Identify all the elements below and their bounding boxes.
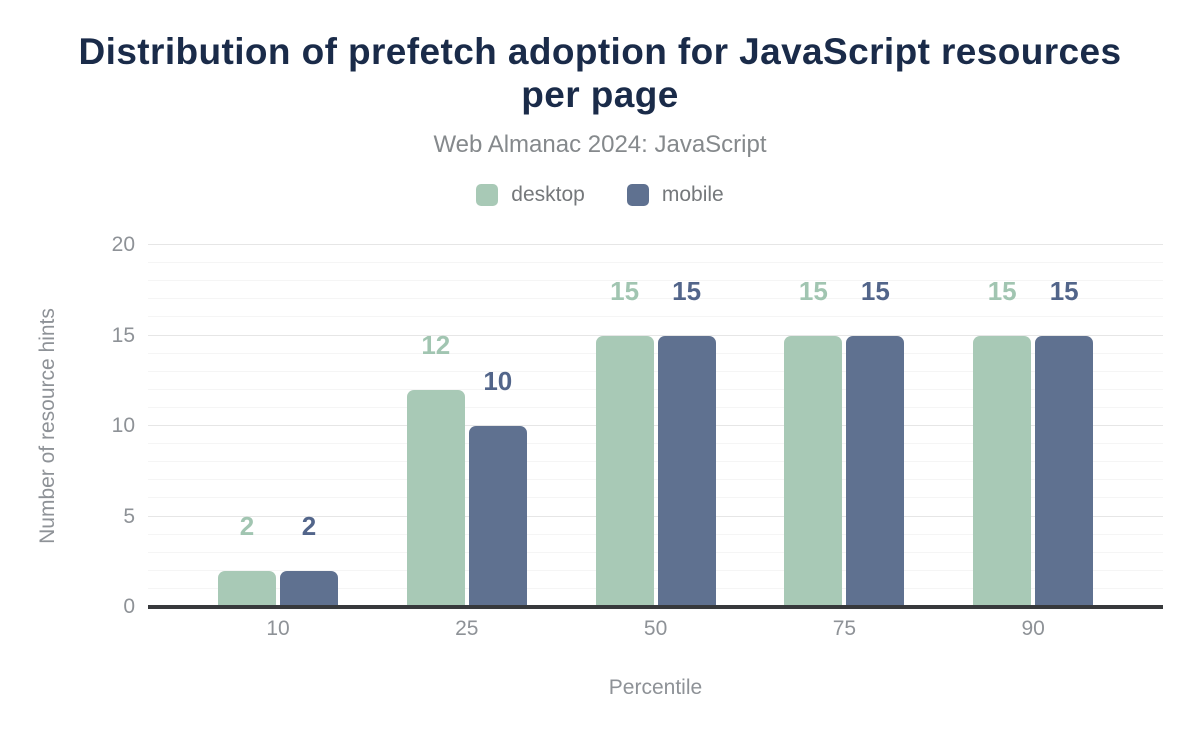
gridline-minor	[148, 587, 1163, 589]
bar-value-label-mobile-p75: 15	[860, 275, 890, 306]
bar-value-label-desktop-p75: 15	[798, 275, 828, 306]
bar-value-label-desktop-p25: 12	[421, 329, 451, 360]
legend: desktop mobile	[0, 183, 1200, 207]
gridline-minor	[148, 443, 1163, 445]
legend-label: mobile	[661, 183, 724, 206]
gridline-minor	[148, 280, 1163, 282]
x-tick-label-75: 75	[832, 617, 857, 640]
legend-label: desktop	[511, 183, 585, 206]
bar-value-label-mobile-p50: 15	[672, 275, 702, 306]
bar-value-label-mobile-p10: 2	[301, 510, 317, 541]
gridline-minor	[148, 406, 1163, 408]
bar-desktop-p25	[406, 389, 465, 607]
chart-title: Distribution of prefetch adoption for Ja…	[78, 31, 1122, 115]
gridline-minor	[148, 497, 1163, 499]
x-tick-label-10: 10	[266, 617, 290, 640]
y-tick-label-5: 5	[123, 504, 135, 528]
gridline-minor	[148, 569, 1163, 571]
x-tick-label-50: 50	[643, 617, 668, 640]
plot-area: 2 2 12 10 15 15 15 15 15 15	[148, 244, 1163, 609]
chart-subtitle: Web Almanac 2024: JavaScript	[433, 131, 767, 158]
gridline-major	[148, 334, 1163, 336]
bar-value-label-desktop-p50: 15	[610, 275, 640, 306]
y-tick-label-10: 10	[111, 414, 135, 437]
bar-mobile-p75	[846, 335, 905, 607]
gridline-minor	[148, 461, 1163, 463]
gridline-minor	[148, 533, 1163, 535]
x-axis-tick-labels: 10 25 50 75 90	[148, 617, 1163, 643]
bar-desktop-p10	[218, 570, 276, 607]
bar-value-label-desktop-p90: 15	[987, 275, 1017, 306]
legend-item-desktop[interactable]: desktop	[476, 183, 585, 207]
bar-mobile-p25	[468, 426, 527, 607]
x-axis-title: Percentile	[608, 676, 703, 699]
gridline-minor	[148, 298, 1163, 300]
x-axis-line	[148, 605, 1163, 609]
gridline-minor	[148, 388, 1163, 390]
gridline-minor	[148, 262, 1163, 264]
bar-value-label-mobile-p90: 15	[1049, 275, 1079, 306]
x-tick-label-25: 25	[455, 617, 479, 640]
x-tick-label-90: 90	[1021, 617, 1045, 640]
bar-value-label-desktop-p10: 2	[239, 510, 255, 541]
legend-swatch-icon	[476, 184, 499, 206]
gridline-minor	[148, 316, 1163, 318]
legend-swatch-icon	[626, 184, 649, 206]
gridline-minor	[148, 352, 1163, 354]
bar-desktop-p50	[595, 335, 654, 607]
gridline-minor	[148, 479, 1163, 481]
bar-mobile-p90	[1035, 335, 1094, 607]
bar-desktop-p90	[973, 335, 1032, 607]
gridline-major	[148, 515, 1163, 517]
y-tick-label-15: 15	[111, 323, 135, 347]
gridline-major	[148, 244, 1163, 245]
bar-desktop-p75	[784, 335, 843, 607]
gridline-minor	[148, 370, 1163, 372]
bar-value-label-mobile-p25: 10	[483, 366, 513, 396]
gridline-minor	[148, 551, 1163, 553]
bar-mobile-p50	[657, 335, 716, 607]
y-tick-label-0: 0	[123, 595, 135, 618]
legend-item-mobile[interactable]: mobile	[626, 183, 724, 207]
y-axis-tick-labels: 0 5 10 15 20	[0, 233, 135, 618]
bar-mobile-p10	[280, 570, 338, 607]
gridline-major	[148, 425, 1163, 426]
y-tick-label-20: 20	[111, 233, 135, 256]
